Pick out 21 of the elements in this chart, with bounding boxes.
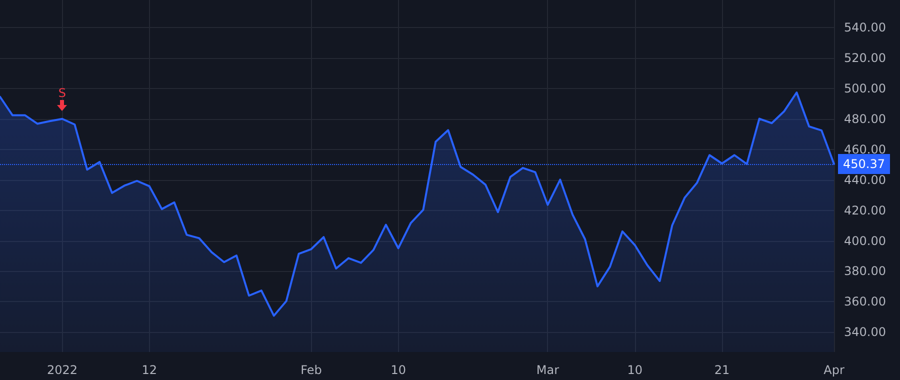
x-tick-label: Mar [536, 363, 560, 377]
y-tick-label: 340.00 [844, 325, 886, 340]
x-tick-label: 12 [142, 363, 158, 377]
ref-line-label: 450.37 [843, 157, 885, 172]
x-tick-label: Feb [300, 363, 322, 377]
x-tick-label: 2022 [46, 363, 78, 377]
y-tick-label: 380.00 [844, 264, 886, 278]
y-tick-label: 500.00 [844, 81, 886, 96]
x-tick-label: 21 [714, 363, 730, 377]
y-tick-label: 360.00 [844, 294, 886, 309]
x-tick-label: 10 [627, 363, 642, 377]
y-tick-label: 460.00 [844, 142, 886, 156]
x-tick-label: 10 [390, 363, 406, 377]
y-tick-label: 420.00 [844, 203, 886, 218]
y-tick-label: 540.00 [844, 20, 886, 34]
y-tick-label: 520.00 [844, 50, 886, 65]
x-tick-label: Apr [824, 363, 844, 377]
y-tick-label: 400.00 [844, 234, 886, 248]
annotation: S [57, 86, 68, 100]
y-tick-label: 480.00 [844, 112, 886, 126]
y-tick-label: 440.00 [844, 172, 886, 187]
